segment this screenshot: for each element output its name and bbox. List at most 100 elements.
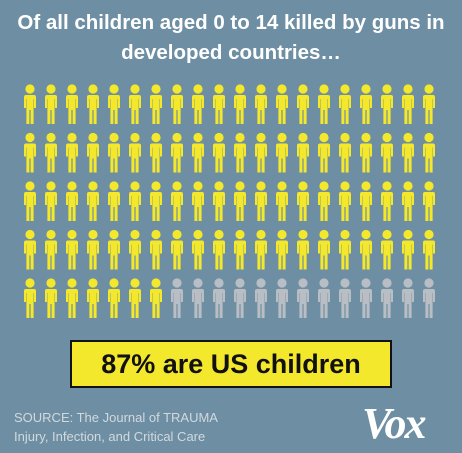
person-icon [339, 132, 351, 173]
head [67, 132, 77, 143]
body [150, 95, 162, 124]
body [171, 240, 183, 270]
body [318, 192, 330, 221]
person-icon [297, 84, 309, 124]
head [277, 84, 287, 94]
person-icon [87, 84, 99, 124]
body [150, 192, 162, 221]
person-icon [213, 181, 225, 221]
person-icon [297, 181, 309, 221]
body [213, 240, 225, 270]
person-icon [150, 132, 162, 173]
body [255, 143, 267, 173]
body [192, 143, 204, 173]
person-icon [234, 181, 246, 221]
body [339, 95, 351, 124]
head [67, 84, 77, 94]
head [109, 84, 119, 94]
person-icon [171, 278, 183, 318]
head [403, 229, 413, 240]
person-icon [234, 132, 246, 173]
head [361, 278, 371, 288]
body [234, 192, 246, 221]
head [25, 278, 35, 288]
head [25, 181, 35, 191]
person-icon [171, 84, 183, 124]
person-icon [255, 181, 267, 221]
head [46, 84, 56, 94]
person-icon [171, 181, 183, 221]
head [67, 229, 77, 240]
person-icon [45, 132, 57, 173]
icon-group [171, 278, 435, 318]
pictogram [24, 84, 435, 318]
head [151, 278, 161, 288]
callout: 87% are US children [70, 340, 392, 388]
person-icon [66, 229, 78, 270]
body [150, 143, 162, 173]
head [256, 132, 266, 143]
person-icon [66, 84, 78, 124]
head [88, 84, 98, 94]
person-icon [318, 181, 330, 221]
head [319, 278, 329, 288]
body [381, 143, 393, 173]
body [129, 95, 141, 124]
head [403, 132, 413, 143]
person-icon [234, 278, 246, 318]
head [340, 132, 350, 143]
head [256, 84, 266, 94]
body [171, 95, 183, 124]
body [423, 240, 435, 270]
body [381, 240, 393, 270]
person-icon [45, 229, 57, 270]
body [45, 289, 57, 318]
person-icon [318, 132, 330, 173]
person-icon [360, 181, 372, 221]
head [277, 229, 287, 240]
body [297, 289, 309, 318]
head [424, 84, 434, 94]
body [24, 143, 36, 173]
head [130, 132, 140, 143]
head [403, 278, 413, 288]
person-icon [339, 181, 351, 221]
body [150, 240, 162, 270]
person-icon [297, 229, 309, 270]
person-icon [24, 181, 36, 221]
person-icon [66, 132, 78, 173]
body [87, 95, 99, 124]
person-icon [276, 229, 288, 270]
body [171, 289, 183, 318]
head [67, 181, 77, 191]
head [256, 181, 266, 191]
person-icon [360, 278, 372, 318]
head [67, 278, 77, 288]
head [298, 278, 308, 288]
body [339, 192, 351, 221]
person-icon [402, 229, 414, 270]
head [319, 229, 329, 240]
person-icon [381, 132, 393, 173]
head [298, 84, 308, 94]
person-icon [129, 278, 141, 318]
head [172, 84, 182, 94]
body [297, 240, 309, 270]
head [256, 229, 266, 240]
person-icon [297, 278, 309, 318]
person-icon [24, 132, 36, 173]
body [255, 289, 267, 318]
body [87, 143, 99, 173]
person-icon [381, 181, 393, 221]
person-icon [150, 84, 162, 124]
head [235, 278, 245, 288]
person-icon [318, 229, 330, 270]
body [423, 289, 435, 318]
person-icon [360, 229, 372, 270]
head [340, 84, 350, 94]
head [403, 181, 413, 191]
head [130, 84, 140, 94]
body [360, 95, 372, 124]
person-icon [360, 132, 372, 173]
head [46, 132, 56, 143]
